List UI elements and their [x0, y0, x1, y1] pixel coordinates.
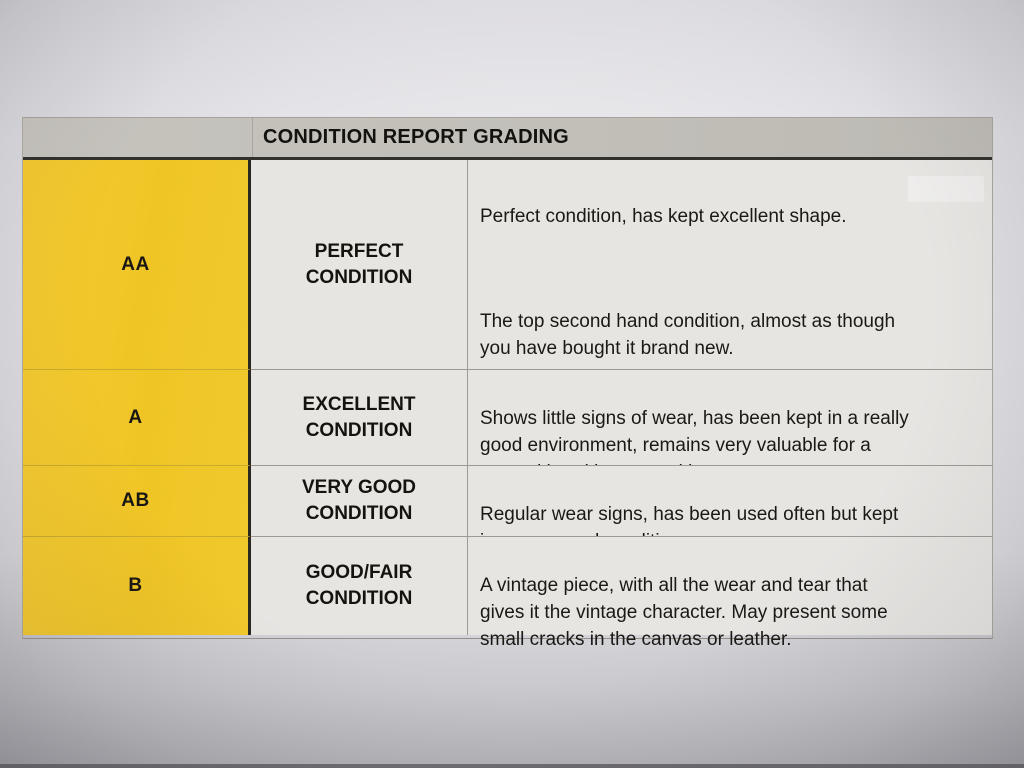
table-row-a: A EXCELLENT CONDITION Shows little signs…: [23, 369, 992, 483]
description-paragraph: Perfect condition, has kept excellent sh…: [480, 206, 847, 227]
description-paragraph: The top second hand condition, almost as…: [480, 311, 896, 359]
grade-cell: B: [23, 536, 251, 635]
description-cell: Shows little signs of wear, has been kep…: [468, 369, 992, 483]
description-cell: Regular wear signs, has been used often …: [468, 465, 992, 552]
condition-name-cell: GOOD/FAIR CONDITION: [251, 536, 468, 635]
condition-grading-table: CONDITION REPORT GRADING AA PERFECT COND…: [22, 117, 993, 650]
grade-cell: AA: [23, 160, 251, 369]
table-row-aa: AA PERFECT CONDITION Perfect condition, …: [23, 160, 992, 440]
table-header-row: CONDITION REPORT GRADING: [23, 117, 992, 160]
condition-name-cell: EXCELLENT CONDITION: [251, 369, 468, 465]
header-grade-column-spacer: [23, 118, 253, 157]
whiteout-patch: [908, 176, 984, 202]
table-title: CONDITION REPORT GRADING: [263, 126, 569, 148]
grade-cell: AB: [23, 465, 251, 536]
grade-cell: A: [23, 369, 251, 465]
paper-bottom-edge: [0, 764, 1024, 768]
table-row-b: B GOOD/FAIR CONDITION A vintage piece, w…: [23, 536, 992, 650]
condition-name-cell: VERY GOOD CONDITION: [251, 465, 468, 536]
description-paragraph: A vintage piece, with all the wear and t…: [480, 575, 888, 650]
table-row-ab: AB VERY GOOD CONDITION Regular wear sign…: [23, 465, 992, 552]
description-cell: A vintage piece, with all the wear and t…: [468, 536, 992, 650]
condition-name-cell: PERFECT CONDITION: [251, 160, 468, 369]
